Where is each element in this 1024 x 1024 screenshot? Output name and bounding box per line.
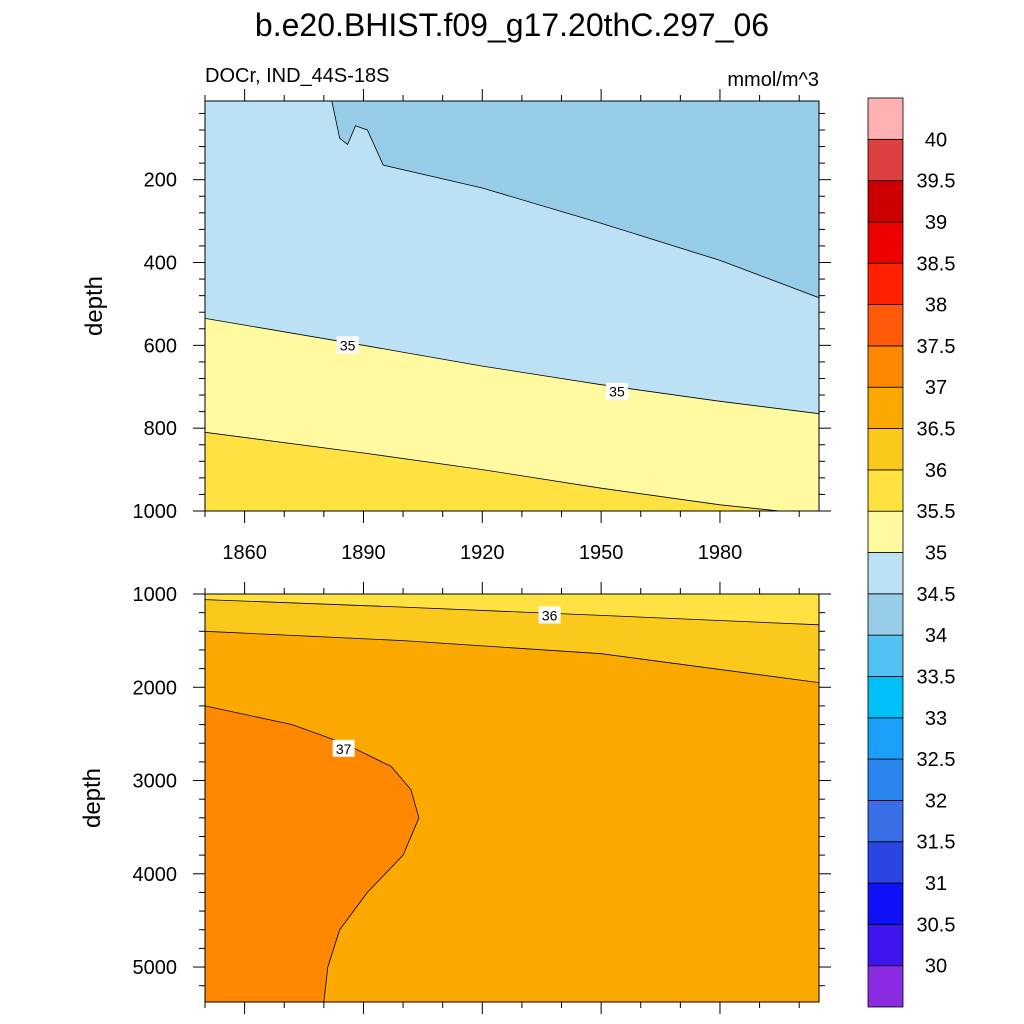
chart-title: b.e20.BHIST.f09_g17.20thC.297_06 bbox=[255, 7, 769, 43]
upper-subtitle-left: DOCr, IND_44S-18S bbox=[205, 65, 390, 87]
band-34-34.5-region bbox=[331, 101, 819, 298]
colorbar-swatch bbox=[867, 552, 904, 595]
colorbar-swatch bbox=[867, 923, 904, 967]
lower-y-axis-label: depth bbox=[79, 768, 106, 828]
colorbar-label: 33.5 bbox=[917, 666, 956, 688]
colorbar-swatch bbox=[867, 428, 904, 471]
colorbar-label: 31.5 bbox=[917, 832, 956, 854]
colorbar-label: 32.5 bbox=[917, 749, 956, 771]
x-tick-label: 1950 bbox=[579, 542, 624, 564]
upper-subtitle-right: mmol/m^3 bbox=[727, 69, 819, 91]
colorbar-label: 35 bbox=[925, 543, 947, 565]
colorbar-swatch bbox=[867, 800, 904, 843]
contour-label-text: 35 bbox=[340, 337, 356, 353]
colorbar-swatch bbox=[867, 965, 904, 1008]
colorbar-label: 39 bbox=[925, 212, 947, 234]
colorbar: 40 39.5 39 38.5 38 37.5 37 36.5 36 35.5 35 34.5 34 33… bbox=[867, 97, 956, 1008]
contour-label: 35 bbox=[605, 382, 628, 400]
x-tick-label: 1920 bbox=[460, 542, 505, 564]
y-tick-label: 1000 bbox=[133, 584, 178, 606]
colorbar-label: 33 bbox=[925, 708, 947, 730]
band-35.5-36 bbox=[205, 432, 780, 511]
colorbar-label: 35.5 bbox=[917, 501, 956, 523]
upper-panel: 35 35 200 400 600 800 1000 1860 1890 1920 1950 1980… bbox=[81, 65, 831, 564]
colorbar-label: 30.5 bbox=[917, 914, 956, 936]
colorbar-label: 37.5 bbox=[917, 336, 956, 358]
colorbar-swatch bbox=[867, 97, 904, 140]
band-36.5-37 bbox=[205, 631, 819, 1002]
x-tick-label: 1890 bbox=[341, 542, 386, 564]
colorbar-swatch bbox=[867, 138, 904, 182]
colorbar-swatch bbox=[867, 304, 904, 347]
colorbar-label: 36 bbox=[925, 460, 947, 482]
colorbar-swatch bbox=[867, 386, 904, 429]
colorbar-label: 39.5 bbox=[917, 171, 956, 193]
x-tick-label: 1860 bbox=[222, 542, 267, 564]
y-tick-label: 1000 bbox=[133, 501, 178, 523]
colorbar-swatch bbox=[867, 593, 904, 636]
colorbar-swatch bbox=[867, 841, 904, 884]
y-tick-label: 4000 bbox=[133, 864, 178, 886]
colorbar-swatch bbox=[867, 262, 904, 305]
colorbar-swatch bbox=[867, 758, 904, 801]
colorbar-swatch bbox=[867, 717, 904, 760]
upper-frame bbox=[204, 100, 820, 512]
colorbar-label: 34 bbox=[925, 625, 947, 647]
lower-plot-area: 36 37 1000 2000 3000 4000 5000 bbox=[133, 582, 831, 1014]
colorbar-swatch bbox=[867, 345, 904, 388]
colorbar-swatch bbox=[867, 510, 904, 553]
y-tick-label: 200 bbox=[144, 170, 177, 192]
colorbar-label: 38 bbox=[925, 295, 947, 317]
y-tick-label: 2000 bbox=[133, 677, 178, 699]
colorbar-label: 31 bbox=[925, 873, 947, 895]
colorbar-swatch bbox=[867, 882, 904, 925]
contour-line-35.5 bbox=[205, 431, 780, 511]
colorbar-label: 36.5 bbox=[917, 419, 956, 441]
colorbar-label: 34.5 bbox=[917, 584, 956, 606]
colorbar-label: 40 bbox=[925, 129, 947, 151]
colorbar-label: 38.5 bbox=[917, 253, 956, 275]
y-tick-label: 400 bbox=[144, 253, 177, 275]
lower-frame bbox=[204, 593, 820, 1003]
lower-panel: 36 37 1000 2000 3000 4000 5000 depth bbox=[79, 582, 831, 1014]
colorbar-swatch bbox=[867, 676, 904, 719]
contour-label-text: 35 bbox=[609, 384, 625, 400]
contour-label: 36 bbox=[538, 606, 561, 624]
contour-line-34.5 bbox=[331, 101, 819, 299]
colorbar-label: 32 bbox=[925, 790, 947, 812]
y-tick-label: 3000 bbox=[133, 771, 178, 793]
upper-plot-area: 35 35 200 400 600 800 1000 1860 1890 1920 1950 1980 bbox=[133, 89, 831, 564]
y-tick-label: 5000 bbox=[133, 957, 178, 979]
colorbar-swatch bbox=[867, 469, 904, 512]
band-37-37.5 bbox=[205, 705, 419, 1002]
colorbar-swatch bbox=[867, 634, 904, 677]
y-tick-label: 600 bbox=[144, 335, 177, 357]
colorbar-label: 30 bbox=[925, 956, 947, 978]
x-tick-label: 1980 bbox=[698, 542, 743, 564]
colorbar-swatch bbox=[867, 180, 904, 223]
y-tick-label: 800 bbox=[144, 418, 177, 440]
contour-label-text: 37 bbox=[336, 741, 352, 757]
upper-y-axis-label: depth bbox=[81, 276, 108, 336]
contour-line-36 bbox=[205, 599, 819, 626]
contour-line-36.5 bbox=[205, 630, 819, 683]
colorbar-label: 37 bbox=[925, 377, 947, 399]
colorbar-swatch bbox=[867, 221, 904, 264]
contour-line-37 bbox=[205, 705, 420, 1002]
contour-label: 37 bbox=[332, 739, 355, 757]
contour-label-text: 36 bbox=[542, 607, 558, 623]
contour-label: 35 bbox=[336, 336, 359, 354]
